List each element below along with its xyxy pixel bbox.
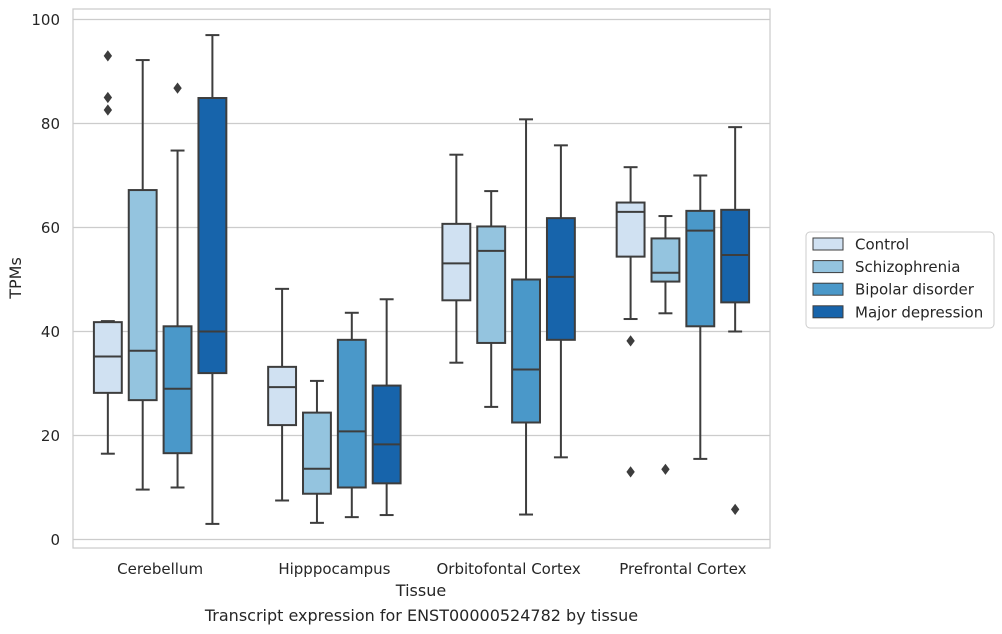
- box-iqr: [127, 189, 158, 402]
- box-schizophrenia: [476, 190, 507, 408]
- outlier-point: [173, 82, 182, 94]
- plot-frame: [72, 8, 771, 549]
- x-tick-label: Hipppocampus: [278, 560, 390, 578]
- legend-swatch: [812, 260, 844, 274]
- box-iqr: [441, 222, 472, 302]
- figure-caption: Transcript expression for ENST0000052478…: [204, 606, 639, 625]
- x-tick-label: Orbitofontal Cortex: [437, 560, 581, 578]
- y-tick-label: 80: [41, 115, 60, 133]
- outlier-point: [626, 466, 635, 478]
- outlier-point: [661, 463, 670, 475]
- outlier-point: [730, 503, 740, 515]
- legend-swatch: [812, 305, 844, 319]
- box-control: [615, 166, 646, 478]
- y-tick-label: 20: [41, 427, 60, 445]
- box-control: [267, 287, 298, 502]
- y-axis-label: TPMs: [6, 257, 25, 300]
- box-bipolar-disorder: [685, 174, 716, 460]
- legend-frame: [805, 231, 995, 329]
- x-axis-label: Tissue: [395, 581, 446, 600]
- box-schizophrenia: [127, 59, 158, 491]
- y-tick-label: 60: [41, 219, 60, 237]
- box-schizophrenia: [302, 379, 332, 524]
- y-tick-label: 100: [31, 11, 60, 29]
- box-bipolar-disorder: [162, 82, 193, 489]
- box-iqr: [197, 97, 228, 375]
- outlier-point: [103, 91, 113, 104]
- box-iqr: [92, 321, 123, 394]
- box-major-depression: [545, 144, 576, 459]
- x-tick-label: Cerebellum: [117, 560, 203, 578]
- legend-label: Control: [855, 236, 909, 254]
- outlier-point: [103, 104, 113, 116]
- box-control: [441, 153, 472, 364]
- box-iqr: [720, 208, 751, 304]
- box-iqr: [511, 278, 541, 424]
- outlier-point: [103, 50, 113, 62]
- box-iqr: [302, 411, 332, 495]
- box-iqr: [371, 384, 402, 485]
- box-iqr: [476, 225, 507, 344]
- box-bipolar-disorder: [511, 118, 541, 516]
- legend-label: Bipolar disorder: [855, 281, 975, 299]
- x-tick-label: Prefrontal Cortex: [619, 560, 746, 578]
- box-iqr: [685, 209, 716, 328]
- legend-swatch: [812, 282, 844, 296]
- box-iqr: [162, 325, 193, 455]
- box-schizophrenia: [650, 215, 681, 475]
- box-iqr: [615, 201, 646, 258]
- y-axis-ticks: 0 20 40 60 80 100: [31, 11, 60, 549]
- box-groups: [92, 34, 751, 525]
- box-major-depression: [720, 126, 751, 515]
- legend-swatch: [812, 237, 844, 251]
- box-major-depression: [371, 298, 402, 517]
- legend-label: Major depression: [855, 303, 983, 321]
- legend-label: Schizophrenia: [855, 258, 960, 276]
- outlier-point: [626, 335, 635, 347]
- box-bipolar-disorder: [336, 311, 367, 519]
- x-axis-ticks: Cerebellum Hipppocampus Orbitofontal Corte…: [117, 560, 746, 578]
- y-tick-label: 0: [50, 531, 60, 549]
- y-tick-label: 40: [41, 323, 60, 341]
- box-iqr: [650, 237, 681, 283]
- box-iqr: [545, 217, 576, 341]
- box-major-depression: [197, 34, 228, 525]
- box-iqr: [336, 338, 367, 489]
- legend: Control Schizophrenia Bipolar disorder Majo…: [805, 231, 995, 329]
- box-control: [92, 320, 123, 455]
- box-iqr: [267, 365, 298, 427]
